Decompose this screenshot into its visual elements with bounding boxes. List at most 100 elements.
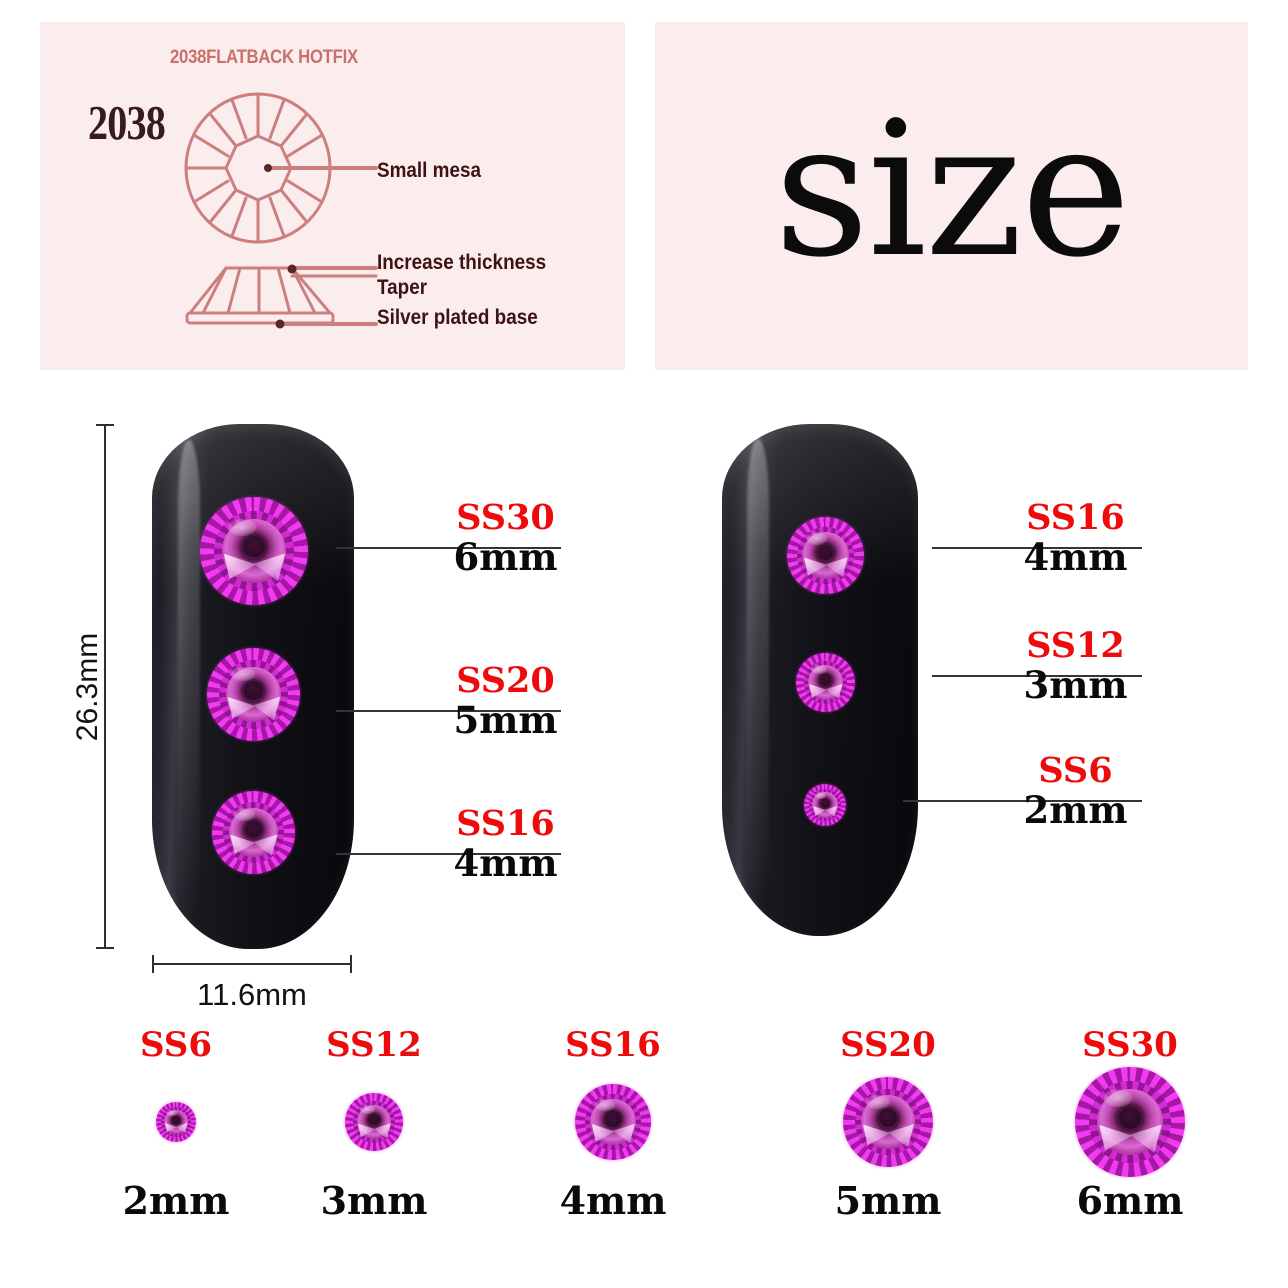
stone-shine [594, 1099, 615, 1112]
leader-line-ss12-right [932, 675, 1142, 677]
product-code: 2038 [88, 95, 166, 150]
stone-facet-right [825, 805, 838, 817]
leader-line-ss16-right [932, 547, 1142, 549]
stone-shine [228, 518, 257, 536]
small-mesa-anchor-dot [264, 164, 272, 172]
stone-shine [807, 532, 828, 545]
swatch-ss6-code: SS6 [139, 1025, 213, 1065]
stone-shine [360, 1104, 376, 1114]
product-diagram-panel [40, 22, 625, 370]
label-ss16-right-mm: 4mm [1023, 535, 1128, 579]
leader-line-ss16 [336, 853, 561, 855]
nail-sample-right [722, 424, 918, 936]
label-ss20: SS20 5mm [448, 663, 563, 740]
label-ss12-right-mm: 3mm [1023, 663, 1128, 707]
leader-line-ss6-right [903, 800, 1142, 802]
label-ss6-right-code: SS6 [1038, 750, 1113, 791]
stone-core [243, 535, 265, 558]
label-ss16-code: SS16 [456, 803, 555, 844]
leader-line-ss20 [336, 710, 561, 712]
stone-core [244, 681, 263, 701]
swatch-ss6-stone-slot [96, 1062, 256, 1182]
dimension-cap-bottom [96, 947, 114, 949]
dimension-bar [104, 424, 106, 949]
stone-core [879, 1109, 897, 1128]
callout-increase-thickness: Increase thickness [377, 251, 547, 274]
stone-core [245, 820, 262, 838]
swatch-ss30: SS30 6mm [1050, 1028, 1210, 1220]
label-ss6-right: SS6 2mm [1018, 753, 1133, 830]
swatch-ss16-code: SS16 [565, 1025, 661, 1065]
leader-line-ss30 [336, 547, 561, 549]
stone-facet-right [176, 1122, 188, 1134]
swatch-ss16: SS16 4mm [533, 1028, 693, 1220]
stone-core [817, 544, 834, 561]
stone-ss16 [787, 517, 864, 594]
nail-height-value: 26.3mm [71, 632, 105, 741]
label-ss30: SS30 6mm [448, 500, 563, 577]
nail-width-value: 11.6mm [197, 977, 307, 1012]
stone-ss16 [212, 791, 295, 874]
stone-shine [231, 666, 256, 682]
label-ss16-mm: 4mm [453, 841, 558, 885]
size-heading-text: size [773, 81, 1131, 299]
nail-gloss-highlight [178, 439, 201, 923]
size-heading-wrap: size [655, 22, 1248, 370]
stone-ss16 [575, 1084, 651, 1160]
stone-ss30 [200, 497, 308, 605]
callout-taper: Taper [377, 276, 428, 299]
label-ss16: SS16 4mm [448, 806, 563, 883]
stone-ss12 [796, 653, 855, 712]
stone-ss12 [345, 1093, 403, 1151]
nail-body [722, 424, 918, 936]
label-ss12-right: SS12 3mm [1018, 628, 1133, 705]
silver-plated-base-anchor-dot [275, 319, 285, 329]
swatch-ss16-mm: 4mm [559, 1178, 667, 1223]
stone-shine [814, 792, 826, 800]
swatch-ss30-stone-slot [1050, 1062, 1210, 1182]
swatch-ss30-mm: 6mm [1076, 1178, 1184, 1223]
swatch-ss20-mm: 5mm [834, 1178, 942, 1223]
swatch-ss6: SS6 2mm [96, 1028, 256, 1220]
stone-core [819, 674, 832, 687]
swatch-ss16-stone-slot [533, 1062, 693, 1182]
swatch-ss12-code: SS12 [326, 1025, 422, 1065]
callout-small-mesa: Small mesa [377, 159, 482, 182]
stone-shine [866, 1095, 890, 1110]
label-ss16-right: SS16 4mm [1018, 500, 1133, 577]
size-heading-panel [655, 22, 1248, 370]
stone-ss30 [1075, 1067, 1185, 1177]
label-ss12-right-code: SS12 [1026, 625, 1125, 666]
swatch-ss12: SS12 3mm [294, 1028, 454, 1220]
label-ss30-code: SS30 [456, 497, 555, 538]
stone-shine [233, 807, 256, 821]
swatch-ss20-stone-slot [808, 1062, 968, 1182]
stone-shine [811, 664, 827, 675]
stone-core [368, 1113, 380, 1126]
stone-shine [166, 1110, 177, 1117]
flatback-cross-section-diagram [184, 92, 378, 329]
nail-width-dimension: 11.6mm [152, 955, 352, 1012]
label-ss20-mm: 5mm [453, 698, 558, 742]
stone-facet-left [164, 1123, 177, 1133]
stone-ss6 [156, 1102, 196, 1142]
swatch-ss30-code: SS30 [1082, 1025, 1178, 1065]
swatch-ss20: SS20 5mm [808, 1028, 968, 1220]
stone-facet-left [813, 806, 826, 816]
increase-thickness-anchor-dot [287, 264, 297, 274]
swatch-ss6-mm: 2mm [122, 1178, 230, 1223]
callout-silver-plated-base: Silver plated base [377, 306, 538, 329]
side-view-plated-base-bar [185, 311, 335, 325]
dimension-bar [152, 963, 352, 965]
label-ss16-right-code: SS16 [1026, 497, 1125, 538]
stone-core [1119, 1106, 1141, 1129]
stone-shine [1103, 1089, 1133, 1107]
stone-core [820, 799, 830, 808]
stone-ss6 [804, 784, 846, 826]
nail-height-dimension: 26.3mm [71, 424, 114, 949]
label-ss30-mm: 6mm [453, 535, 558, 579]
stone-ss20 [207, 648, 300, 741]
label-ss6-right-mm: 2mm [1023, 788, 1128, 832]
swatch-ss20-code: SS20 [840, 1025, 936, 1065]
